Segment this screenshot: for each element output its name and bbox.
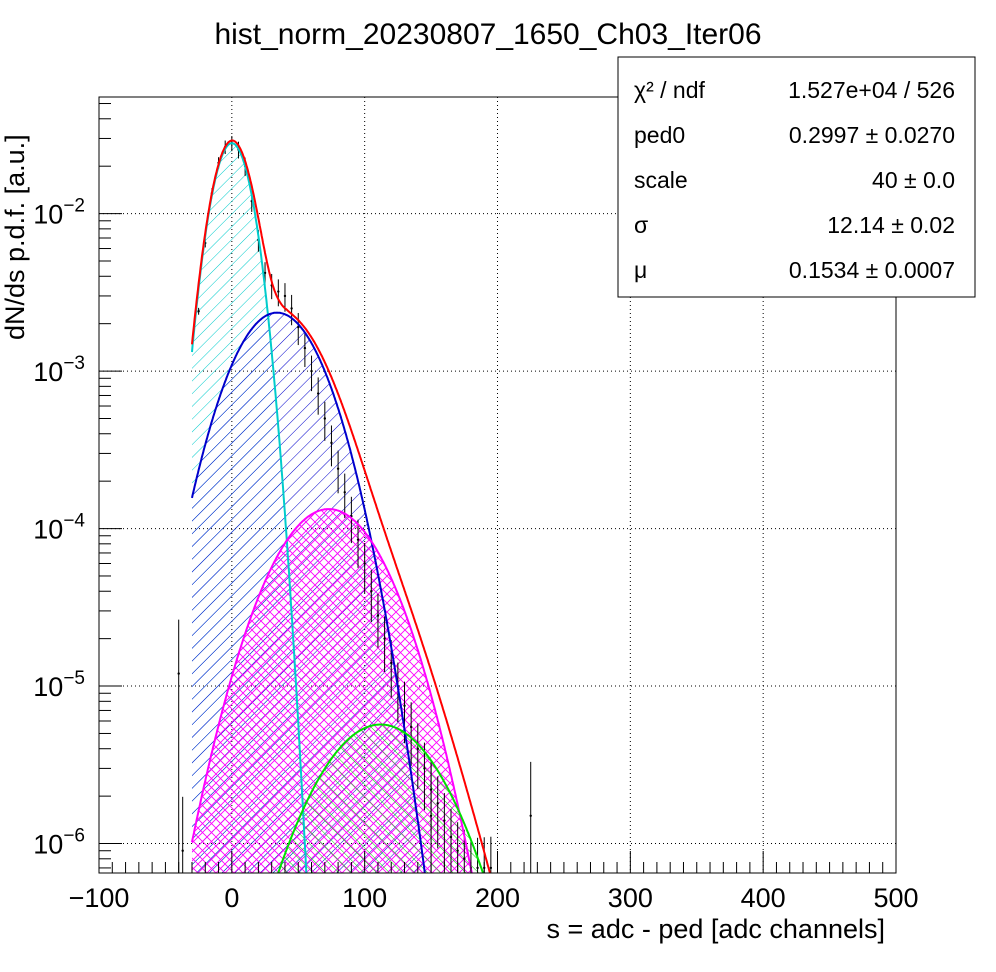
y-tick-label: 10−2 [33, 196, 85, 230]
component-curve [191, 311, 426, 873]
histogram-point [390, 661, 393, 665]
chart-title: hist_norm_20230807_1650_Ch03_Iter06 [214, 18, 761, 51]
fit-curves [191, 139, 491, 873]
histogram-point [449, 835, 453, 839]
histogram-point [489, 866, 493, 870]
histogram-point [330, 441, 333, 445]
histogram-point [376, 614, 380, 617]
histogram-point [323, 417, 327, 420]
histogram-point [476, 866, 479, 870]
histogram-point [297, 325, 300, 329]
histogram-point [283, 294, 287, 298]
stats-box: χ² / ndf 1.527e+04 / 526 ped0 0.2997 ± 0.02… [617, 56, 976, 298]
sparse-point [181, 849, 184, 852]
sparse-point [177, 672, 180, 675]
x-tick-label: 200 [475, 883, 520, 913]
stats-row-value: 40 ± 0.0 [872, 167, 955, 193]
x-tick-label: 300 [608, 883, 653, 913]
stats-row-name: μ [634, 257, 647, 283]
stats-row-value: 12.14 ± 0.02 [827, 212, 955, 238]
x-axis-label: s = adc - ped [adc channels] [547, 914, 885, 944]
histogram-point [197, 310, 200, 313]
histogram-point [463, 857, 466, 860]
x-tick-label: −100 [69, 883, 130, 913]
histogram-point [356, 538, 360, 541]
component-curve [277, 723, 485, 873]
y-tick-label: 10−6 [33, 826, 85, 860]
x-tick-label: 100 [342, 883, 387, 913]
histogram-point [363, 562, 366, 565]
histogram-point [303, 346, 307, 350]
x-tick-label: 500 [873, 883, 918, 913]
y-tick-label: 10−5 [33, 668, 85, 702]
y-tick-label: 10−4 [33, 511, 85, 545]
y-tick-label: 10−3 [33, 353, 85, 387]
stats-row-value: 1.527e+04 / 526 [788, 77, 955, 103]
histogram-point [443, 819, 446, 822]
total-fit-curve [191, 139, 491, 873]
axis-ticks: −100 0 100 200 300 400 500 10−6 10−5 10−4 10−3 10−2 [33, 103, 919, 913]
histogram-point [456, 849, 459, 852]
histogram-point [290, 307, 293, 310]
component-areas [191, 143, 484, 873]
component-curve [191, 508, 473, 873]
histogram-point [343, 491, 346, 494]
x-tick-label: 0 [224, 883, 239, 913]
stats-row-value: 0.1534 ± 0.0007 [789, 257, 955, 283]
stats-row-name: scale [634, 167, 688, 193]
histogram-point [409, 725, 413, 729]
histogram-point [383, 637, 386, 640]
histogram-point [277, 290, 280, 293]
y-axis-label: dN/ds p.d.f. [a.u.] [0, 134, 30, 340]
histogram-point [336, 467, 340, 470]
stats-row-name: ped0 [634, 122, 685, 148]
sparse-point [429, 814, 433, 818]
histogram-point [316, 392, 320, 395]
stats-row-name: χ² / ndf [634, 77, 705, 103]
sparse-point [529, 814, 532, 818]
stats-row-name: σ [634, 212, 648, 238]
histogram-point [370, 590, 373, 593]
x-tick-label: 400 [741, 883, 786, 913]
histogram-point [263, 271, 267, 275]
histogram-point [423, 767, 426, 770]
histogram-point [416, 747, 419, 750]
histogram-point [436, 802, 439, 805]
stats-row-value: 0.2997 ± 0.0270 [789, 122, 955, 148]
histogram-point [403, 704, 406, 707]
component-fill [278, 724, 484, 873]
histogram-point [310, 369, 313, 373]
